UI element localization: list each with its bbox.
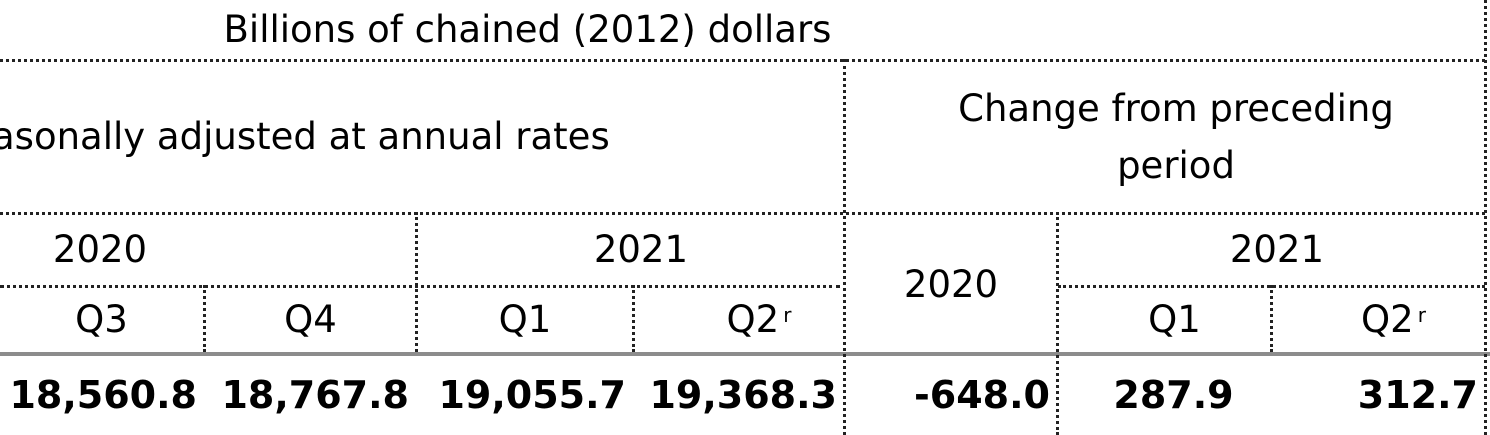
revised-marker: r — [783, 303, 792, 328]
change-2021-q2: 312.7 — [1357, 373, 1478, 418]
change-group-header: Change from preceding period — [958, 86, 1394, 187]
change-year-2020: 2020 — [903, 263, 999, 307]
col-divider-levels-changes — [843, 59, 846, 435]
quarter-q2-label: Q2 — [726, 298, 780, 342]
level-2021-q1: 19,055.7 — [438, 373, 626, 418]
change-revised-marker: r — [1417, 303, 1426, 328]
change-quarter-q2-label: Q2 — [1361, 298, 1414, 342]
rule-under-group-headers — [0, 212, 1485, 215]
rule-above-data — [0, 352, 1490, 356]
col-divider-2020-2021 — [415, 212, 418, 352]
quarter-q2-revised: Q2 r — [635, 288, 843, 352]
rule-under-years — [0, 285, 840, 288]
col-divider-q1-q2 — [632, 285, 635, 352]
level-year-2021: 2021 — [593, 228, 688, 272]
col-divider-change-2020 — [1056, 212, 1059, 435]
quarter-q3: Q3 — [75, 298, 128, 342]
col-divider-right-edge — [1484, 0, 1487, 435]
level-group-header: asonally adjusted at annual rates — [0, 115, 610, 159]
change-quarter-q2-revised: Q2 r — [1273, 288, 1484, 352]
col-divider-change-q1-q2 — [1270, 285, 1273, 352]
level-2020-q3: 18,560.8 — [9, 373, 197, 418]
change-quarter-q1: Q1 — [1148, 298, 1201, 342]
level-2021-q2: 19,368.3 — [649, 373, 837, 418]
unit-header: Billions of chained (2012) dollars — [223, 7, 832, 51]
change-2021-q1: 287.9 — [1113, 373, 1234, 418]
change-2020: -648.0 — [914, 373, 1050, 418]
quarter-q1: Q1 — [498, 298, 552, 342]
level-year-2020: 2020 — [52, 228, 148, 272]
level-2020-q4: 18,767.8 — [221, 373, 409, 418]
quarter-q4: Q4 — [284, 298, 337, 342]
change-year-2021: 2021 — [1229, 228, 1324, 272]
col-divider-q3-q4 — [203, 285, 206, 352]
rule-under-unit-header — [0, 59, 1485, 62]
